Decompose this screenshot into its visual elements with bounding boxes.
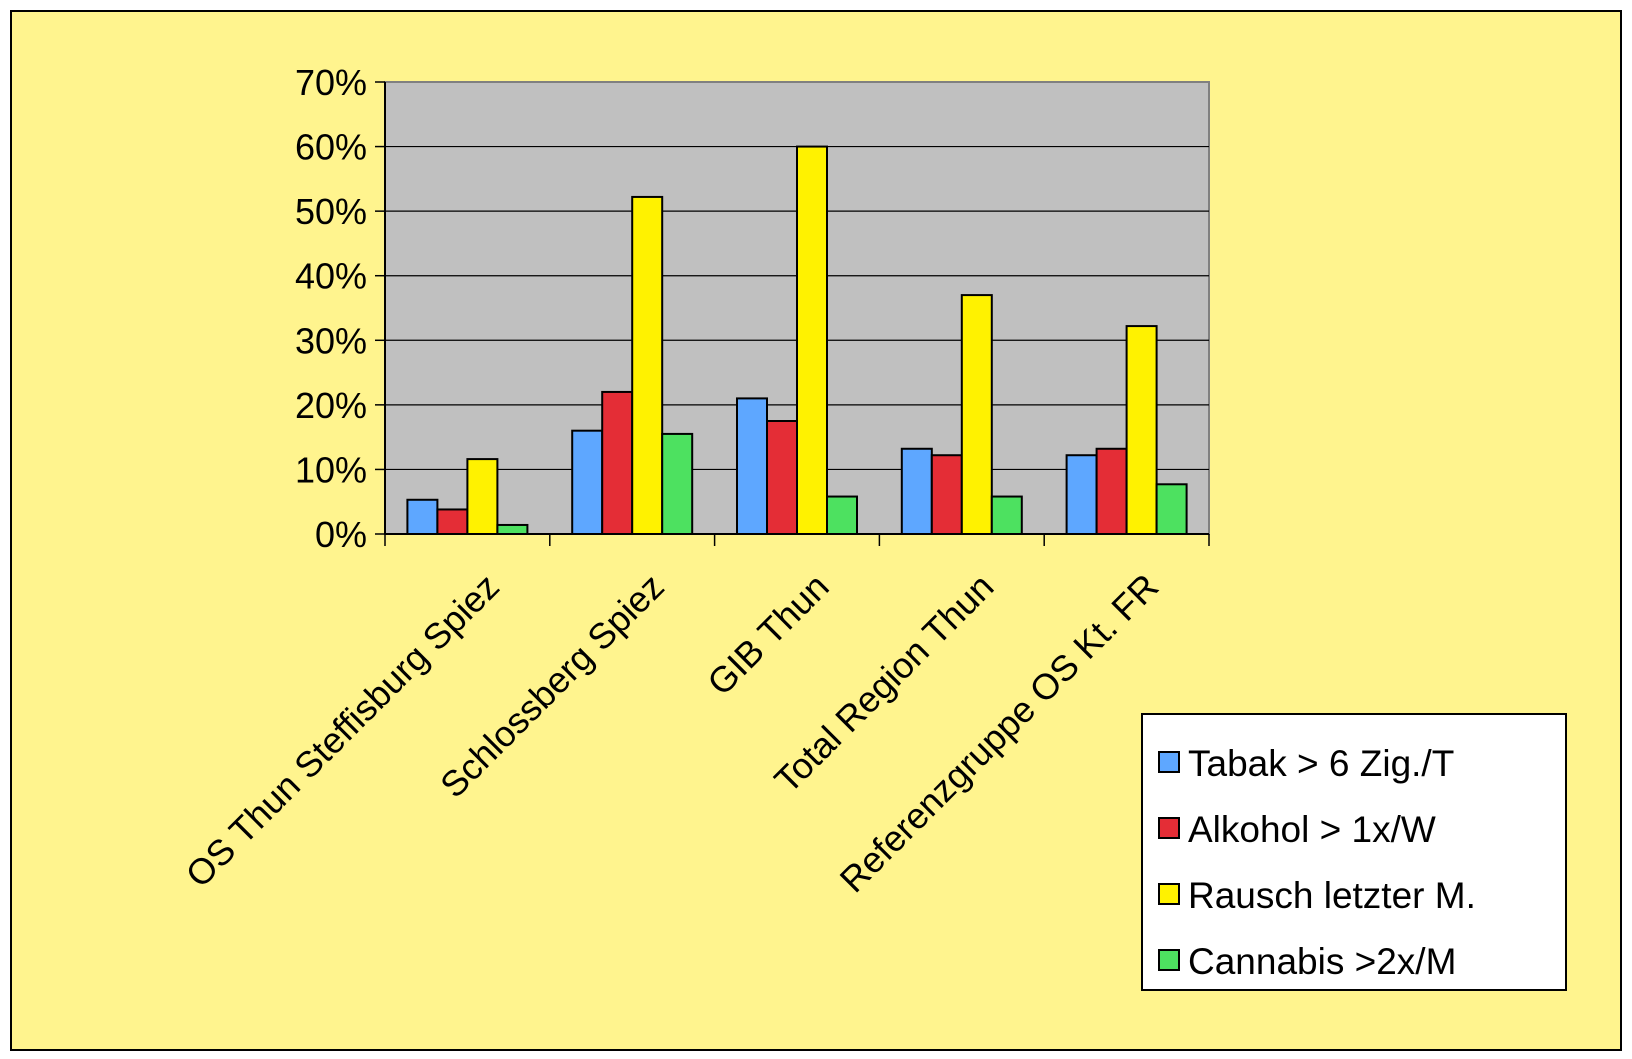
y-tick-label: 30% <box>295 320 367 361</box>
legend-label: Alkohol > 1x/W <box>1188 809 1436 850</box>
legend-label: Cannabis >2x/M <box>1188 941 1456 982</box>
bar-tabak-6-zig-t-referenzgruppe-os-kt-fr <box>1065 454 1098 536</box>
y-tick-label: 0% <box>315 514 367 555</box>
bar-cannabis-2x-m-referenzgruppe-os-kt-fr <box>1155 483 1188 535</box>
bar-rausch-letzter-m-os-thun-steffisburg-spiez <box>466 458 499 535</box>
y-tick-label: 10% <box>295 449 367 490</box>
x-category-label: Referenzgruppe OS Kt. FR <box>832 566 1167 901</box>
bar-alkohol-1x-w-referenzgruppe-os-kt-fr <box>1095 447 1128 535</box>
bar-alkohol-1x-w-os-thun-steffisburg-spiez <box>436 508 469 536</box>
y-tick-label: 40% <box>295 256 367 297</box>
legend-swatch <box>1158 949 1180 971</box>
bar-cannabis-2x-m-os-thun-steffisburg-spiez <box>496 523 529 536</box>
bar-rausch-letzter-m-gib-thun <box>796 145 828 535</box>
bar-alkohol-1x-w-gib-thun <box>766 420 798 535</box>
bar-rausch-letzter-m-total-region-thun <box>960 294 993 536</box>
legend-swatch <box>1158 883 1180 905</box>
bar-chart: 0% 10% 20% 30% 40% 50% 60% 70% OS Thun Steffisbu… <box>178 62 1567 991</box>
legend-label: Tabak > 6 Zig./T <box>1188 743 1454 784</box>
bar-tabak-6-zig-t-total-region-thun <box>900 447 933 535</box>
bar-cannabis-2x-m-total-region-thun <box>990 495 1023 536</box>
y-tick-label: 20% <box>295 385 367 426</box>
bar-alkohol-1x-w-total-region-thun <box>930 454 963 536</box>
legend-label: Rausch letzter M. <box>1188 875 1476 916</box>
y-tick-label: 50% <box>295 191 367 232</box>
bar-alkohol-1x-w-schlossberg-spiez <box>601 390 634 536</box>
legend-box <box>1141 713 1567 991</box>
y-tick-label: 70% <box>295 62 367 103</box>
bar-cannabis-2x-m-gib-thun <box>826 495 858 536</box>
legend-swatch <box>1158 751 1180 773</box>
bar-tabak-6-zig-t-schlossberg-spiez <box>571 429 604 535</box>
slide-background: 0% 10% 20% 30% 40% 50% 60% 70% OS Thun Steffisbu… <box>10 10 1622 1051</box>
x-category-label: OS Thun Steffisburg Spiez <box>178 566 507 895</box>
legend-swatch <box>1158 817 1180 839</box>
y-tick-label: 60% <box>295 127 367 168</box>
bar-rausch-letzter-m-schlossberg-spiez <box>631 195 664 536</box>
bar-cannabis-2x-m-schlossberg-spiez <box>661 432 694 535</box>
x-category-label: GIB Thun <box>699 566 836 703</box>
bar-tabak-6-zig-t-os-thun-steffisburg-spiez <box>406 498 439 535</box>
bar-tabak-6-zig-t-gib-thun <box>736 397 768 535</box>
bar-rausch-letzter-m-referenzgruppe-os-kt-fr <box>1125 325 1158 535</box>
